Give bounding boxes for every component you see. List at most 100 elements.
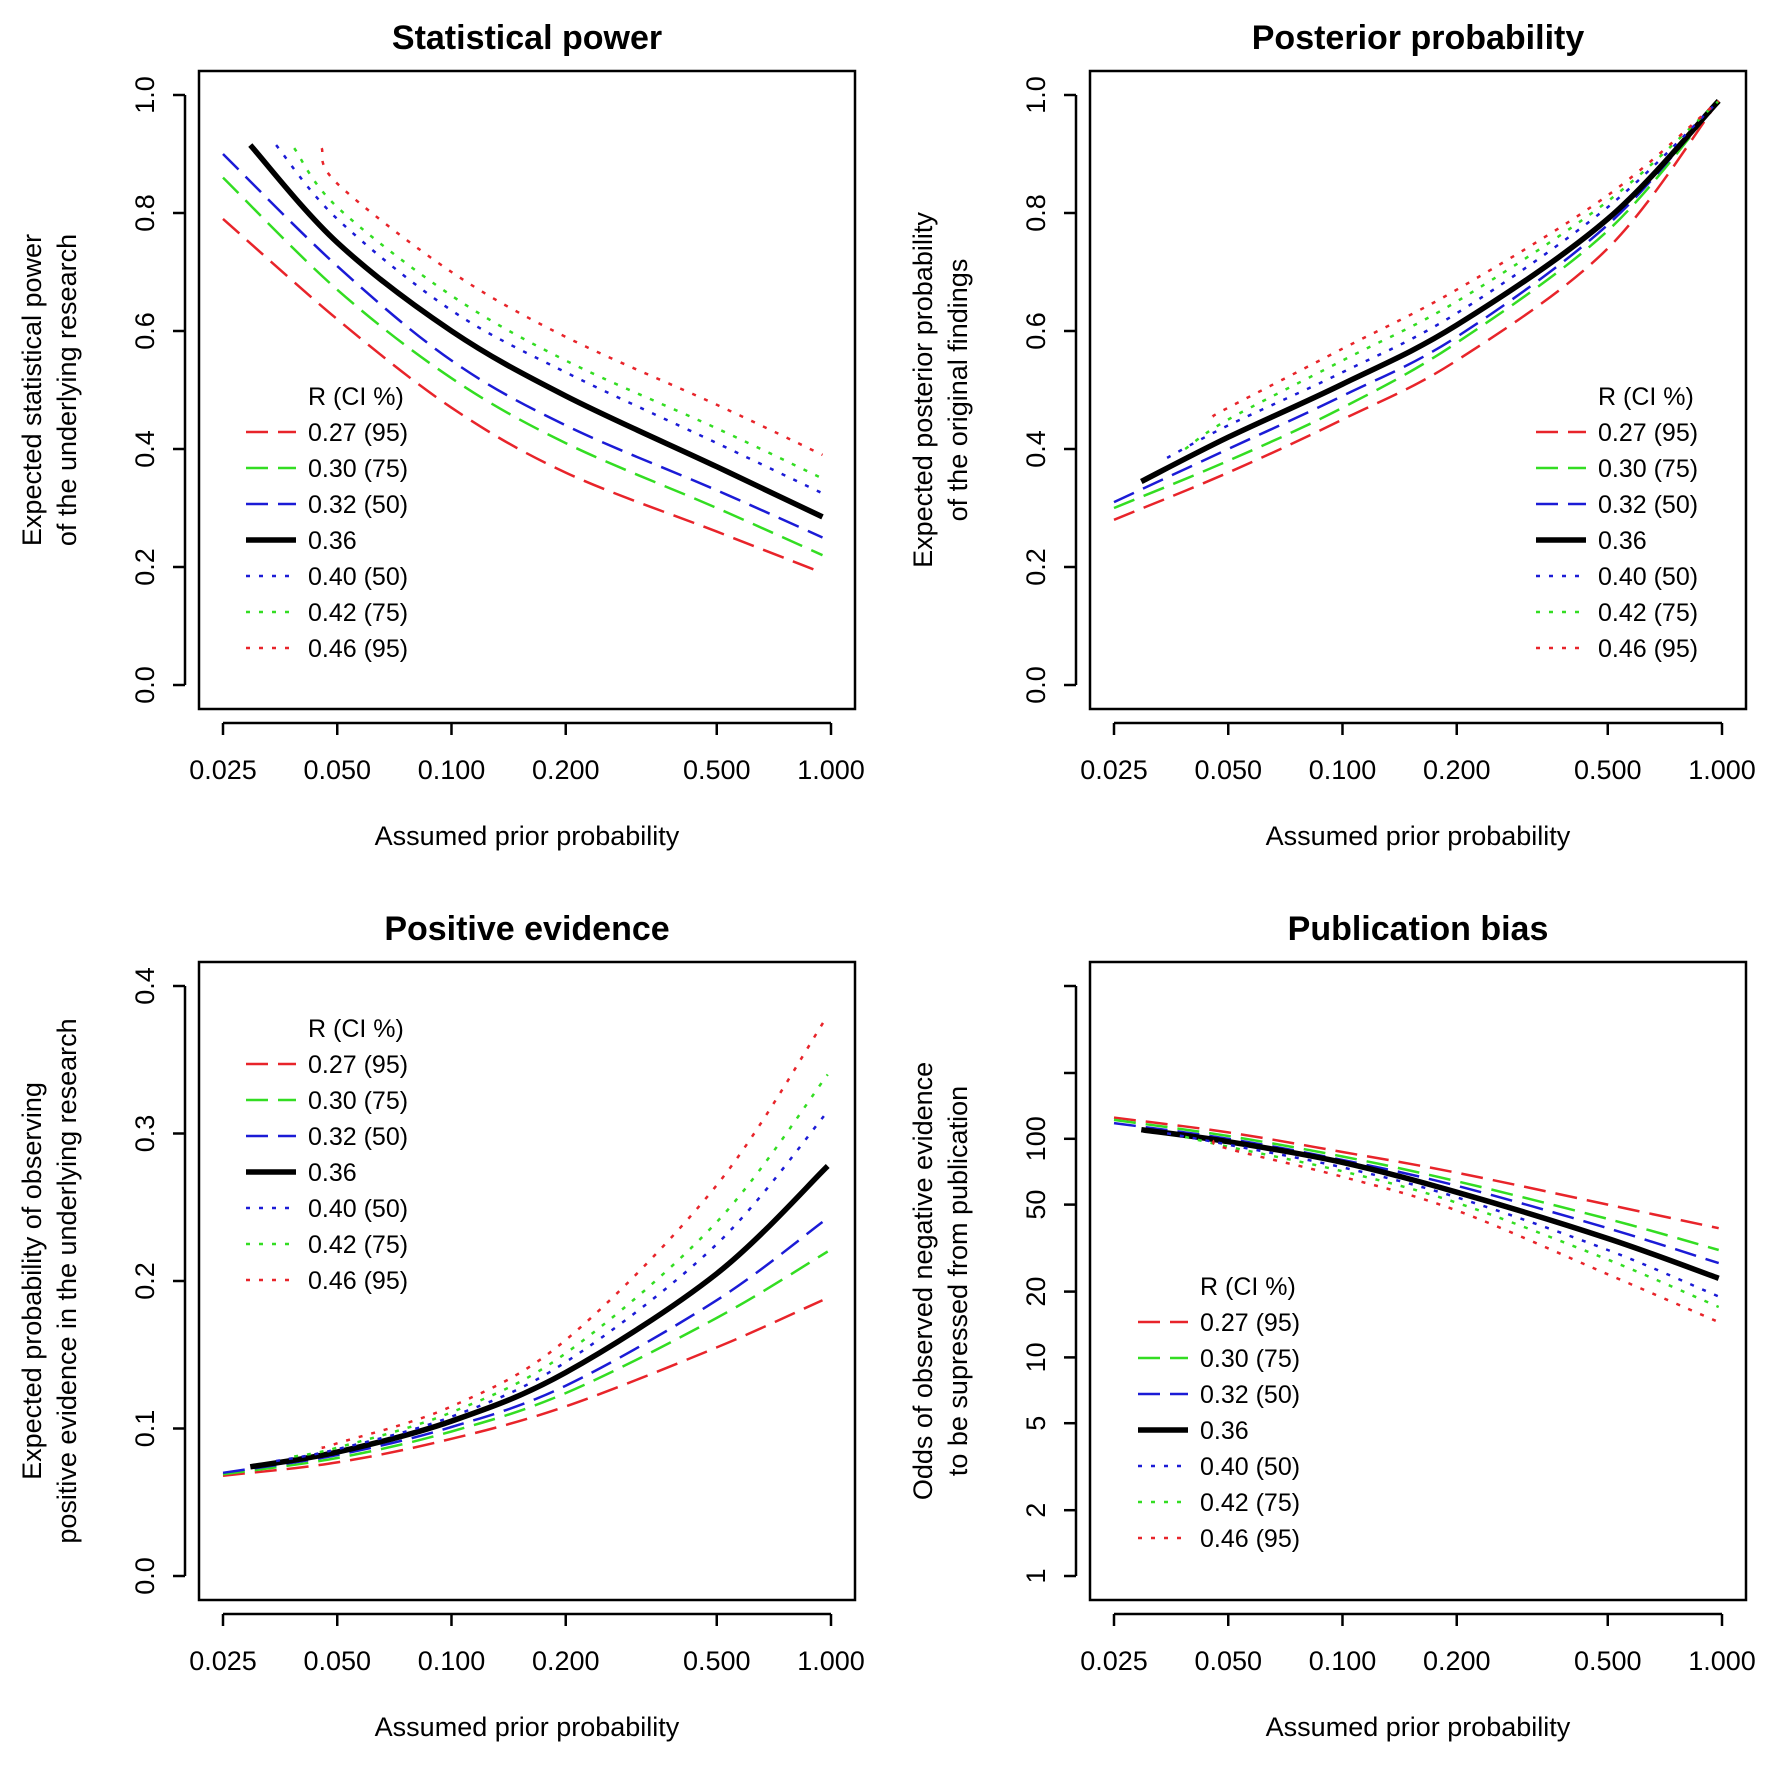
y-tick-label: 1	[1021, 1568, 1051, 1583]
x-tick-label: 0.100	[418, 755, 486, 785]
chart-panel-2: Posterior probability Assumed prior proba…	[908, 19, 1756, 851]
legend-title: R (CI %)	[308, 1015, 404, 1043]
x-tick-label: 1.000	[1688, 755, 1756, 785]
y-tick-label: 0.1	[130, 1410, 160, 1448]
legend-title: R (CI %)	[308, 383, 404, 411]
y-tick-label: 0.0	[130, 1557, 160, 1595]
chart-panel-1: Statistical power Assumed prior probabili…	[17, 19, 865, 851]
series-line	[248, 143, 824, 520]
x-tick-label: 0.025	[189, 755, 257, 785]
series-line	[1113, 1116, 1719, 1230]
series-line	[222, 153, 824, 539]
y-tick-label: 1.0	[130, 76, 160, 114]
y-axis-label-line-2: of the underlying research	[52, 234, 82, 546]
x-tick-label: 0.100	[1309, 755, 1377, 785]
y-tick-label: 0.4	[1021, 430, 1051, 468]
x-tick-label: 0.050	[1194, 755, 1262, 785]
x-tick-label: 0.500	[1574, 755, 1642, 785]
series-line	[222, 1250, 829, 1476]
legend-label: 0.42 (75)	[1598, 599, 1698, 627]
legend-label: 0.40 (50)	[308, 1195, 408, 1223]
chart-title: Statistical power	[392, 19, 662, 57]
series-line	[1140, 99, 1721, 484]
series-line	[1184, 1135, 1720, 1309]
x-tick-label: 0.200	[532, 755, 600, 785]
series-line	[1184, 99, 1720, 451]
chart-title: Positive evidence	[384, 910, 669, 948]
y-axis-label-line-2: to be supressed from publication	[943, 1086, 973, 1476]
legend-label: 0.46 (95)	[1200, 1525, 1300, 1553]
y-tick-label: 50	[1021, 1190, 1051, 1220]
legend-label: 0.30 (75)	[308, 455, 408, 483]
legend-title: R (CI %)	[1200, 1273, 1296, 1301]
series-line	[222, 176, 824, 557]
plot-frame	[197, 960, 857, 1602]
legend-label: 0.30 (75)	[1200, 1345, 1300, 1373]
series-line	[320, 147, 824, 457]
y-axis-label-line-1: Expected statistical power	[17, 234, 47, 546]
y-tick-label: 0.2	[130, 1262, 160, 1300]
plot-frame	[1088, 69, 1748, 711]
y-tick-label: 0.6	[130, 312, 160, 350]
legend-label: 0.42 (75)	[1200, 1489, 1300, 1517]
x-axis-label: Assumed prior probability	[375, 1712, 680, 1742]
series-line	[1140, 1126, 1720, 1281]
x-tick-label: 0.050	[303, 755, 371, 785]
x-tick-label: 0.025	[1080, 1646, 1148, 1676]
y-tick-label: 0.2	[1021, 548, 1051, 586]
y-axis-label-line-1: Expected posterior probability	[908, 212, 938, 568]
legend-label: 0.46 (95)	[1598, 635, 1698, 663]
x-tick-label: 0.100	[1309, 1646, 1377, 1676]
legend-label: 0.32 (50)	[308, 491, 408, 519]
y-tick-label: 0.4	[130, 430, 160, 468]
y-tick-label: 20	[1021, 1277, 1051, 1307]
series-line	[275, 1110, 829, 1463]
series-line	[249, 1164, 830, 1470]
y-tick-label: 1.0	[1021, 76, 1051, 114]
series-line	[293, 147, 824, 480]
x-tick-label: 1.000	[797, 755, 865, 785]
legend-label: 0.27 (95)	[1598, 419, 1698, 447]
x-tick-label: 0.200	[532, 1646, 600, 1676]
legend-label: 0.46 (95)	[308, 635, 408, 663]
chart-title: Posterior probability	[1252, 19, 1585, 57]
plot-frame	[197, 69, 857, 711]
x-tick-label: 0.500	[683, 1646, 751, 1676]
series-line	[1113, 1118, 1720, 1252]
legend-label: 0.32 (50)	[1598, 491, 1698, 519]
chart-panel-4: Publication bias Assumed prior probabilit…	[908, 910, 1756, 1742]
y-tick-label: 0.4	[130, 967, 160, 1005]
legend-label: 0.36	[1200, 1417, 1249, 1445]
plot-frame	[1088, 960, 1748, 1602]
chart-title: Publication bias	[1288, 910, 1549, 948]
series-line	[1113, 100, 1720, 510]
series-line	[320, 1014, 829, 1449]
legend-label: 0.46 (95)	[308, 1267, 408, 1295]
legend-label: 0.40 (50)	[1200, 1453, 1300, 1481]
y-tick-label: 5	[1021, 1416, 1051, 1431]
chart-panel-3: Positive evidence Assumed prior probabili…	[17, 910, 865, 1742]
legend-title: R (CI %)	[1598, 383, 1694, 411]
series-line	[1113, 1121, 1720, 1265]
y-tick-label: 0.8	[1021, 194, 1051, 232]
legend-label: 0.40 (50)	[308, 563, 408, 591]
legend-label: 0.27 (95)	[308, 419, 408, 447]
legend-label: 0.36	[308, 527, 357, 555]
y-tick-label: 10	[1021, 1342, 1051, 1372]
x-axis-label: Assumed prior probability	[375, 821, 680, 851]
series-line	[222, 1299, 824, 1477]
y-tick-label: 100	[1021, 1116, 1051, 1161]
x-tick-label: 0.200	[1423, 755, 1491, 785]
x-tick-label: 0.200	[1423, 1646, 1491, 1676]
legend-label: 0.42 (75)	[308, 1231, 408, 1259]
x-tick-label: 0.050	[303, 1646, 371, 1676]
legend-label: 0.42 (75)	[308, 599, 408, 627]
y-axis-label-line-1: Odds of observed negative evidence	[908, 1062, 938, 1500]
y-tick-label: 0.2	[130, 548, 160, 586]
legend-label: 0.36	[1598, 527, 1647, 555]
legend-label: 0.36	[308, 1159, 357, 1187]
x-tick-label: 0.500	[683, 755, 751, 785]
legend-label: 0.32 (50)	[308, 1123, 408, 1151]
y-tick-label: 0.3	[130, 1115, 160, 1153]
